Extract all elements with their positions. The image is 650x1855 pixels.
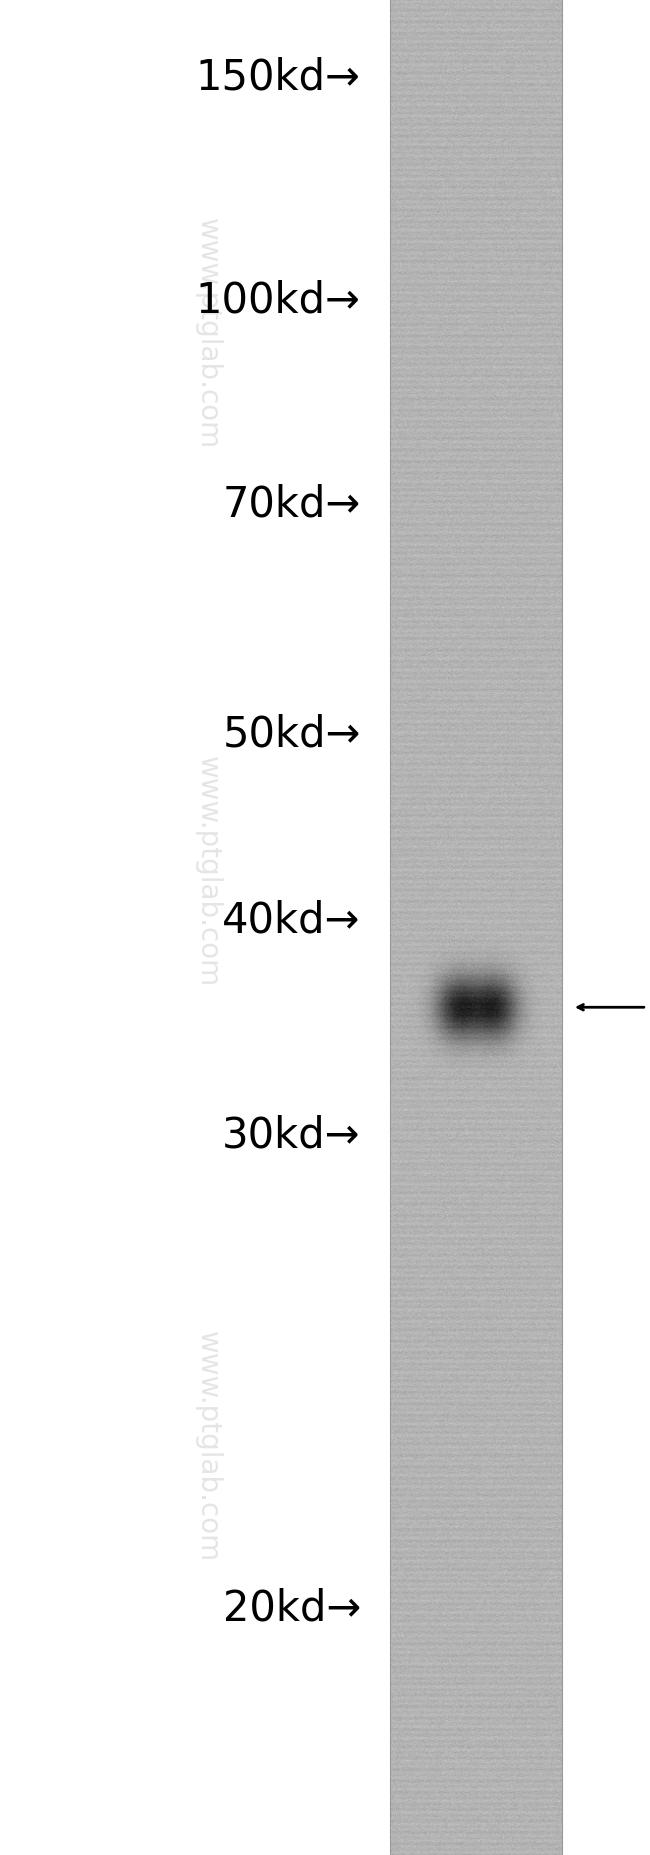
Text: 150kd→: 150kd→ [196,58,361,98]
Text: www.ptglab.com: www.ptglab.com [194,1332,222,1562]
Text: 50kd→: 50kd→ [222,714,361,755]
Text: 70kd→: 70kd→ [222,484,361,525]
Text: 20kd→: 20kd→ [222,1588,361,1629]
Text: 40kd→: 40kd→ [222,900,361,940]
Text: www.ptglab.com: www.ptglab.com [194,757,222,987]
Text: 30kd→: 30kd→ [222,1115,361,1156]
Text: www.ptglab.com: www.ptglab.com [194,219,222,449]
Text: 100kd→: 100kd→ [196,280,361,321]
